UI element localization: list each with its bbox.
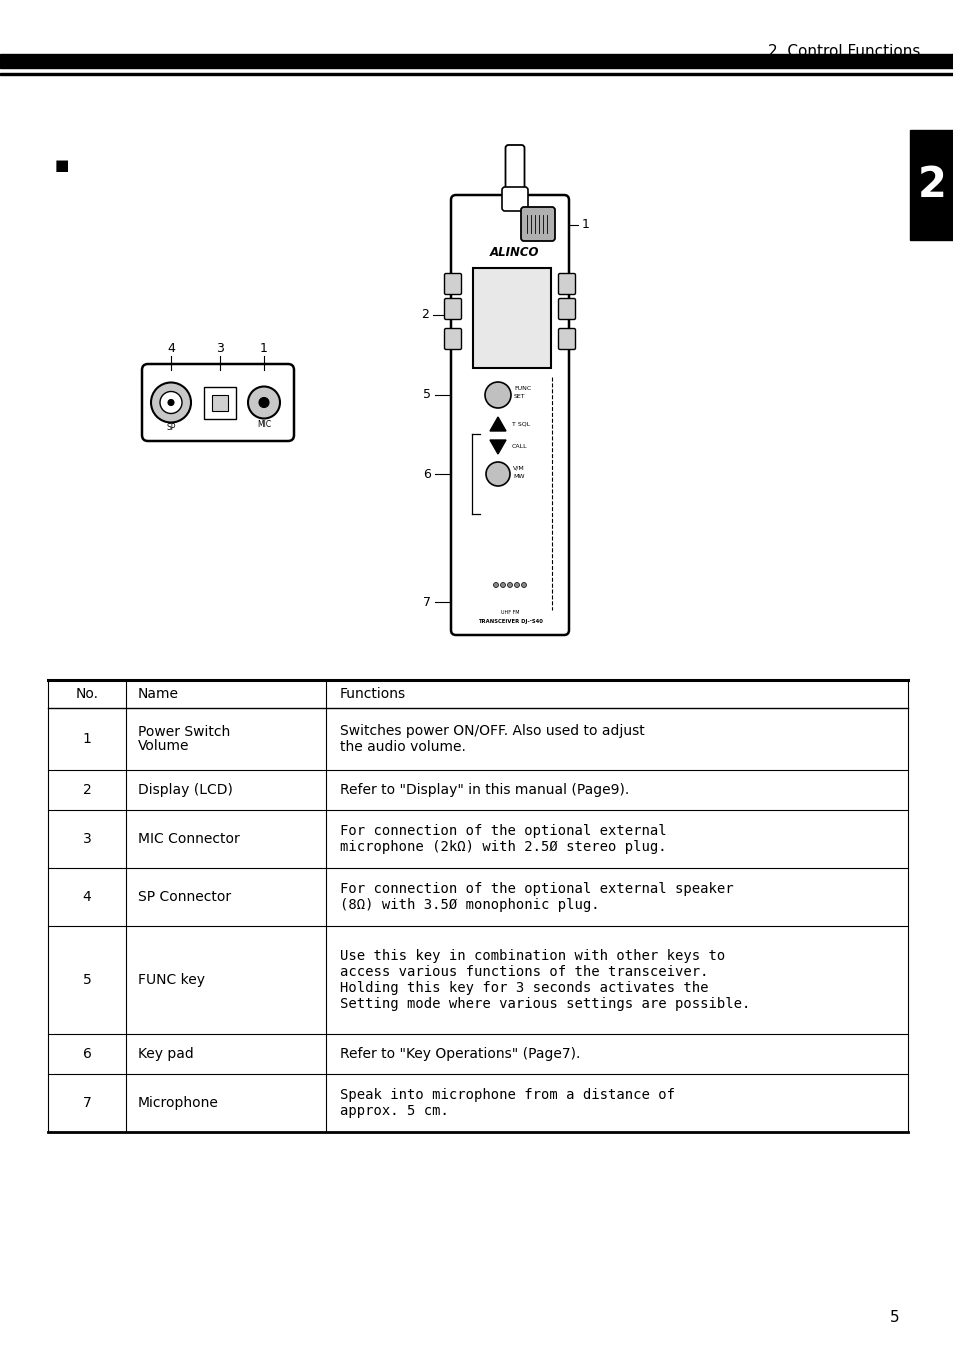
Text: 6: 6 — [422, 468, 431, 480]
Text: Microphone: Microphone — [138, 1096, 218, 1110]
FancyBboxPatch shape — [444, 274, 461, 294]
Text: No.: No. — [75, 687, 98, 702]
Circle shape — [521, 582, 526, 588]
Text: approx. 5 cm.: approx. 5 cm. — [339, 1105, 449, 1118]
Polygon shape — [490, 417, 505, 432]
Text: 2: 2 — [420, 308, 429, 322]
Circle shape — [500, 582, 505, 588]
Text: Use this key in combination with other keys to: Use this key in combination with other k… — [339, 949, 724, 963]
Text: For connection of the optional external: For connection of the optional external — [339, 824, 666, 839]
Text: 2: 2 — [917, 164, 945, 206]
Text: 5: 5 — [889, 1311, 899, 1326]
Text: 1: 1 — [83, 731, 91, 746]
Circle shape — [507, 582, 512, 588]
Text: For connection of the optional external speaker: For connection of the optional external … — [339, 882, 733, 896]
Bar — [0, 54, 953, 68]
Circle shape — [493, 582, 498, 588]
Text: MW: MW — [513, 475, 524, 479]
Text: UHF FM: UHF FM — [500, 609, 518, 615]
Text: 1: 1 — [581, 218, 589, 232]
FancyBboxPatch shape — [558, 328, 575, 350]
Text: SP: SP — [166, 423, 175, 432]
Text: MIC: MIC — [256, 421, 271, 429]
Bar — [212, 395, 228, 411]
Text: 1: 1 — [260, 342, 268, 354]
Text: 4: 4 — [167, 342, 174, 354]
Text: ALINCO: ALINCO — [490, 246, 539, 258]
Circle shape — [485, 461, 510, 486]
Polygon shape — [490, 440, 505, 455]
Text: Name: Name — [138, 687, 179, 702]
Text: 5: 5 — [422, 388, 431, 402]
Text: (8Ω) with 3.5Ø monophonic plug.: (8Ω) with 3.5Ø monophonic plug. — [339, 898, 599, 912]
Text: Holding this key for 3 seconds activates the: Holding this key for 3 seconds activates… — [339, 981, 708, 995]
Text: Functions: Functions — [339, 687, 406, 702]
Text: FUNC: FUNC — [514, 385, 531, 391]
Text: MIC Connector: MIC Connector — [138, 832, 239, 845]
Text: microphone (2kΩ) with 2.5Ø stereo plug.: microphone (2kΩ) with 2.5Ø stereo plug. — [339, 840, 666, 854]
Text: Speak into microphone from a distance of: Speak into microphone from a distance of — [339, 1088, 675, 1102]
Text: Refer to "Display" in this manual (Page9).: Refer to "Display" in this manual (Page9… — [339, 783, 629, 797]
FancyBboxPatch shape — [520, 208, 555, 242]
Text: FUNC key: FUNC key — [138, 973, 205, 987]
Bar — [473, 267, 551, 368]
Text: 6: 6 — [83, 1048, 91, 1061]
Text: 7: 7 — [422, 596, 431, 608]
Circle shape — [151, 383, 191, 422]
Text: ■: ■ — [54, 157, 70, 172]
Circle shape — [248, 387, 280, 418]
Text: 4: 4 — [83, 890, 91, 904]
Text: SET: SET — [514, 395, 525, 399]
FancyBboxPatch shape — [558, 274, 575, 294]
Text: Display (LCD): Display (LCD) — [138, 783, 233, 797]
Text: V/M: V/M — [513, 465, 524, 471]
Text: Volume: Volume — [138, 740, 190, 753]
Circle shape — [514, 582, 519, 588]
Bar — [0, 73, 953, 75]
Text: 2: 2 — [83, 783, 91, 797]
Text: 3: 3 — [83, 832, 91, 845]
Circle shape — [160, 392, 182, 414]
Text: the audio volume.: the audio volume. — [339, 740, 465, 754]
FancyBboxPatch shape — [444, 299, 461, 319]
Text: Key pad: Key pad — [138, 1048, 193, 1061]
Circle shape — [484, 383, 511, 408]
Text: CALL: CALL — [512, 445, 527, 449]
Text: Switches power ON/OFF. Also used to adjust: Switches power ON/OFF. Also used to adju… — [339, 725, 644, 738]
Text: 5: 5 — [83, 973, 91, 987]
Text: TRANSCEIVER DJ-²S40: TRANSCEIVER DJ-²S40 — [477, 620, 542, 624]
Text: Power Switch: Power Switch — [138, 725, 230, 738]
Text: access various functions of the transceiver.: access various functions of the transcei… — [339, 965, 708, 978]
Text: 2. Control Functions: 2. Control Functions — [767, 45, 919, 60]
FancyBboxPatch shape — [142, 364, 294, 441]
FancyBboxPatch shape — [444, 328, 461, 350]
Bar — [204, 387, 235, 418]
FancyBboxPatch shape — [505, 145, 524, 223]
Text: SP Connector: SP Connector — [138, 890, 231, 904]
Text: T SQL: T SQL — [512, 422, 530, 426]
FancyBboxPatch shape — [558, 299, 575, 319]
Bar — [909, 130, 953, 240]
FancyBboxPatch shape — [501, 187, 527, 210]
Text: 3: 3 — [215, 342, 224, 354]
Circle shape — [168, 399, 173, 406]
FancyBboxPatch shape — [451, 195, 568, 635]
Circle shape — [258, 398, 269, 407]
Text: Setting mode where various settings are possible.: Setting mode where various settings are … — [339, 997, 750, 1011]
Text: Refer to "Key Operations" (Page7).: Refer to "Key Operations" (Page7). — [339, 1048, 579, 1061]
Text: 7: 7 — [83, 1096, 91, 1110]
